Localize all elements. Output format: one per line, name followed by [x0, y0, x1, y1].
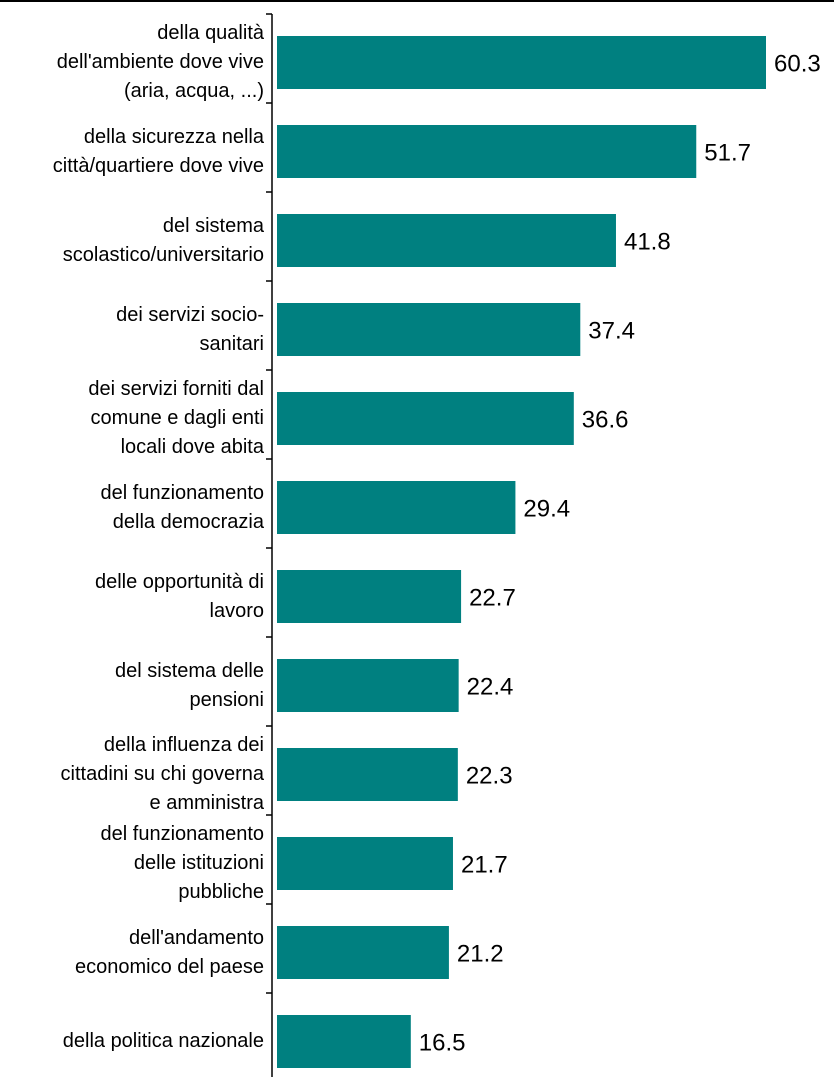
category-label: delle opportunità di lavoro [94, 570, 264, 622]
category-label: dell'andamento economico del paese [74, 926, 264, 978]
data-label: 22.7 [469, 585, 516, 612]
category-label: dei servizi forniti dal comune e dagli e… [88, 378, 264, 458]
category-label: dei servizi socio- sanitari [116, 303, 264, 355]
bar [277, 303, 581, 356]
data-label: 51.7 [704, 140, 751, 167]
data-label: 21.7 [461, 852, 508, 879]
bar [277, 36, 766, 89]
bar [277, 1015, 411, 1068]
category-label: della politica nazionale [62, 1030, 264, 1052]
data-label: 22.4 [467, 674, 514, 701]
bar [277, 926, 449, 979]
data-label: 29.4 [523, 496, 570, 523]
category-label: della qualità dell'ambiente dove vive (a… [56, 22, 264, 102]
bar [277, 125, 697, 178]
bar [277, 837, 453, 890]
top-border [0, 0, 834, 2]
category-label: del funzionamento delle istituzioni pubb… [100, 823, 264, 903]
data-label: 22.3 [466, 763, 513, 790]
bar [277, 659, 459, 712]
bar [277, 214, 616, 267]
category-label: del sistema delle pensioni [115, 659, 264, 711]
category-label: del sistema scolastico/universitario [62, 214, 264, 266]
data-label: 37.4 [588, 318, 635, 345]
bar [277, 570, 462, 623]
data-label: 16.5 [419, 1030, 466, 1057]
bar [277, 392, 574, 445]
bar [277, 748, 458, 801]
data-label: 36.6 [582, 407, 629, 434]
category-label: della sicurezza nella città/quartiere do… [52, 125, 264, 177]
data-label: 41.8 [624, 229, 671, 256]
category-label: del funzionamento della democrazia [100, 481, 264, 533]
bar [277, 481, 516, 534]
data-label: 21.2 [457, 941, 504, 968]
data-label: 60.3 [774, 51, 821, 78]
category-label: della influenza dei cittadini su chi gov… [60, 734, 264, 814]
